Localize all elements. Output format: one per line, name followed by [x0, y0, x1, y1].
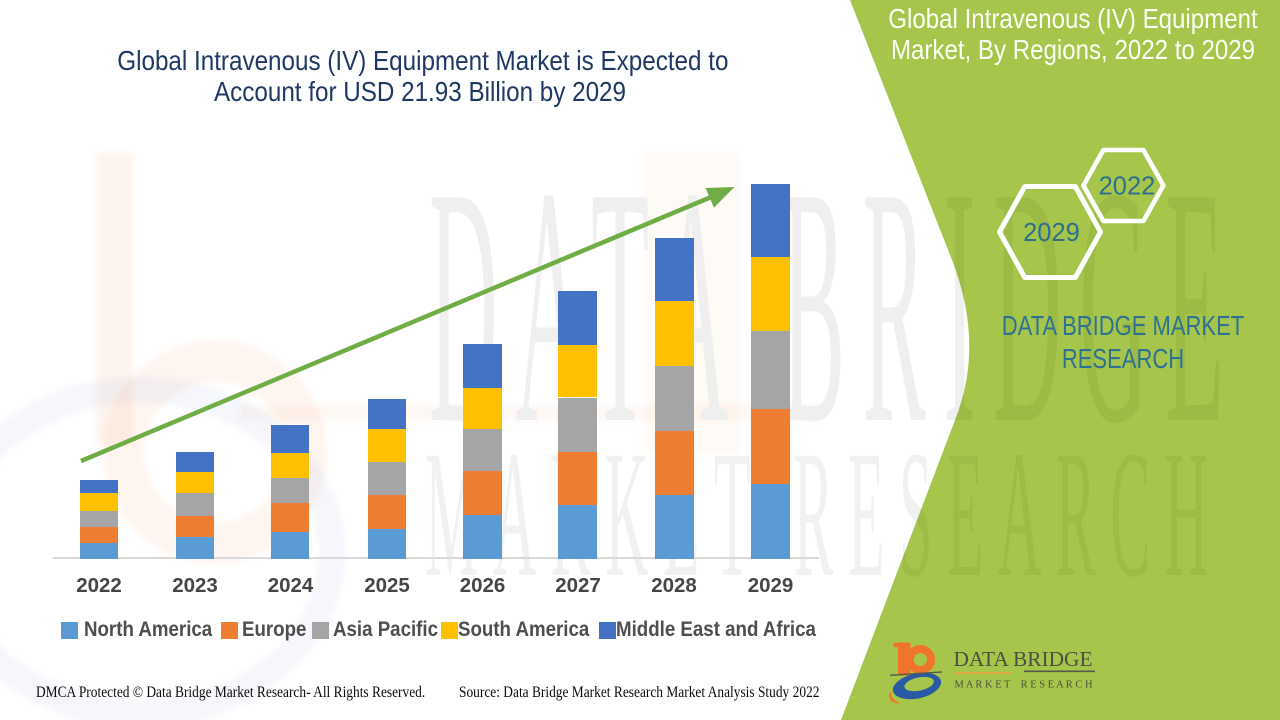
svg-text:DATA BRIDGE: DATA BRIDGE: [954, 647, 1093, 671]
svg-text:2029: 2029: [1023, 219, 1080, 247]
svg-text:MARKET RESEARCH: MARKET RESEARCH: [425, 414, 1222, 615]
svg-text:M A R K E T R E S E A R C H: M A R K E T R E S E A R C H: [955, 680, 1093, 691]
svg-text:2022: 2022: [1099, 173, 1156, 201]
